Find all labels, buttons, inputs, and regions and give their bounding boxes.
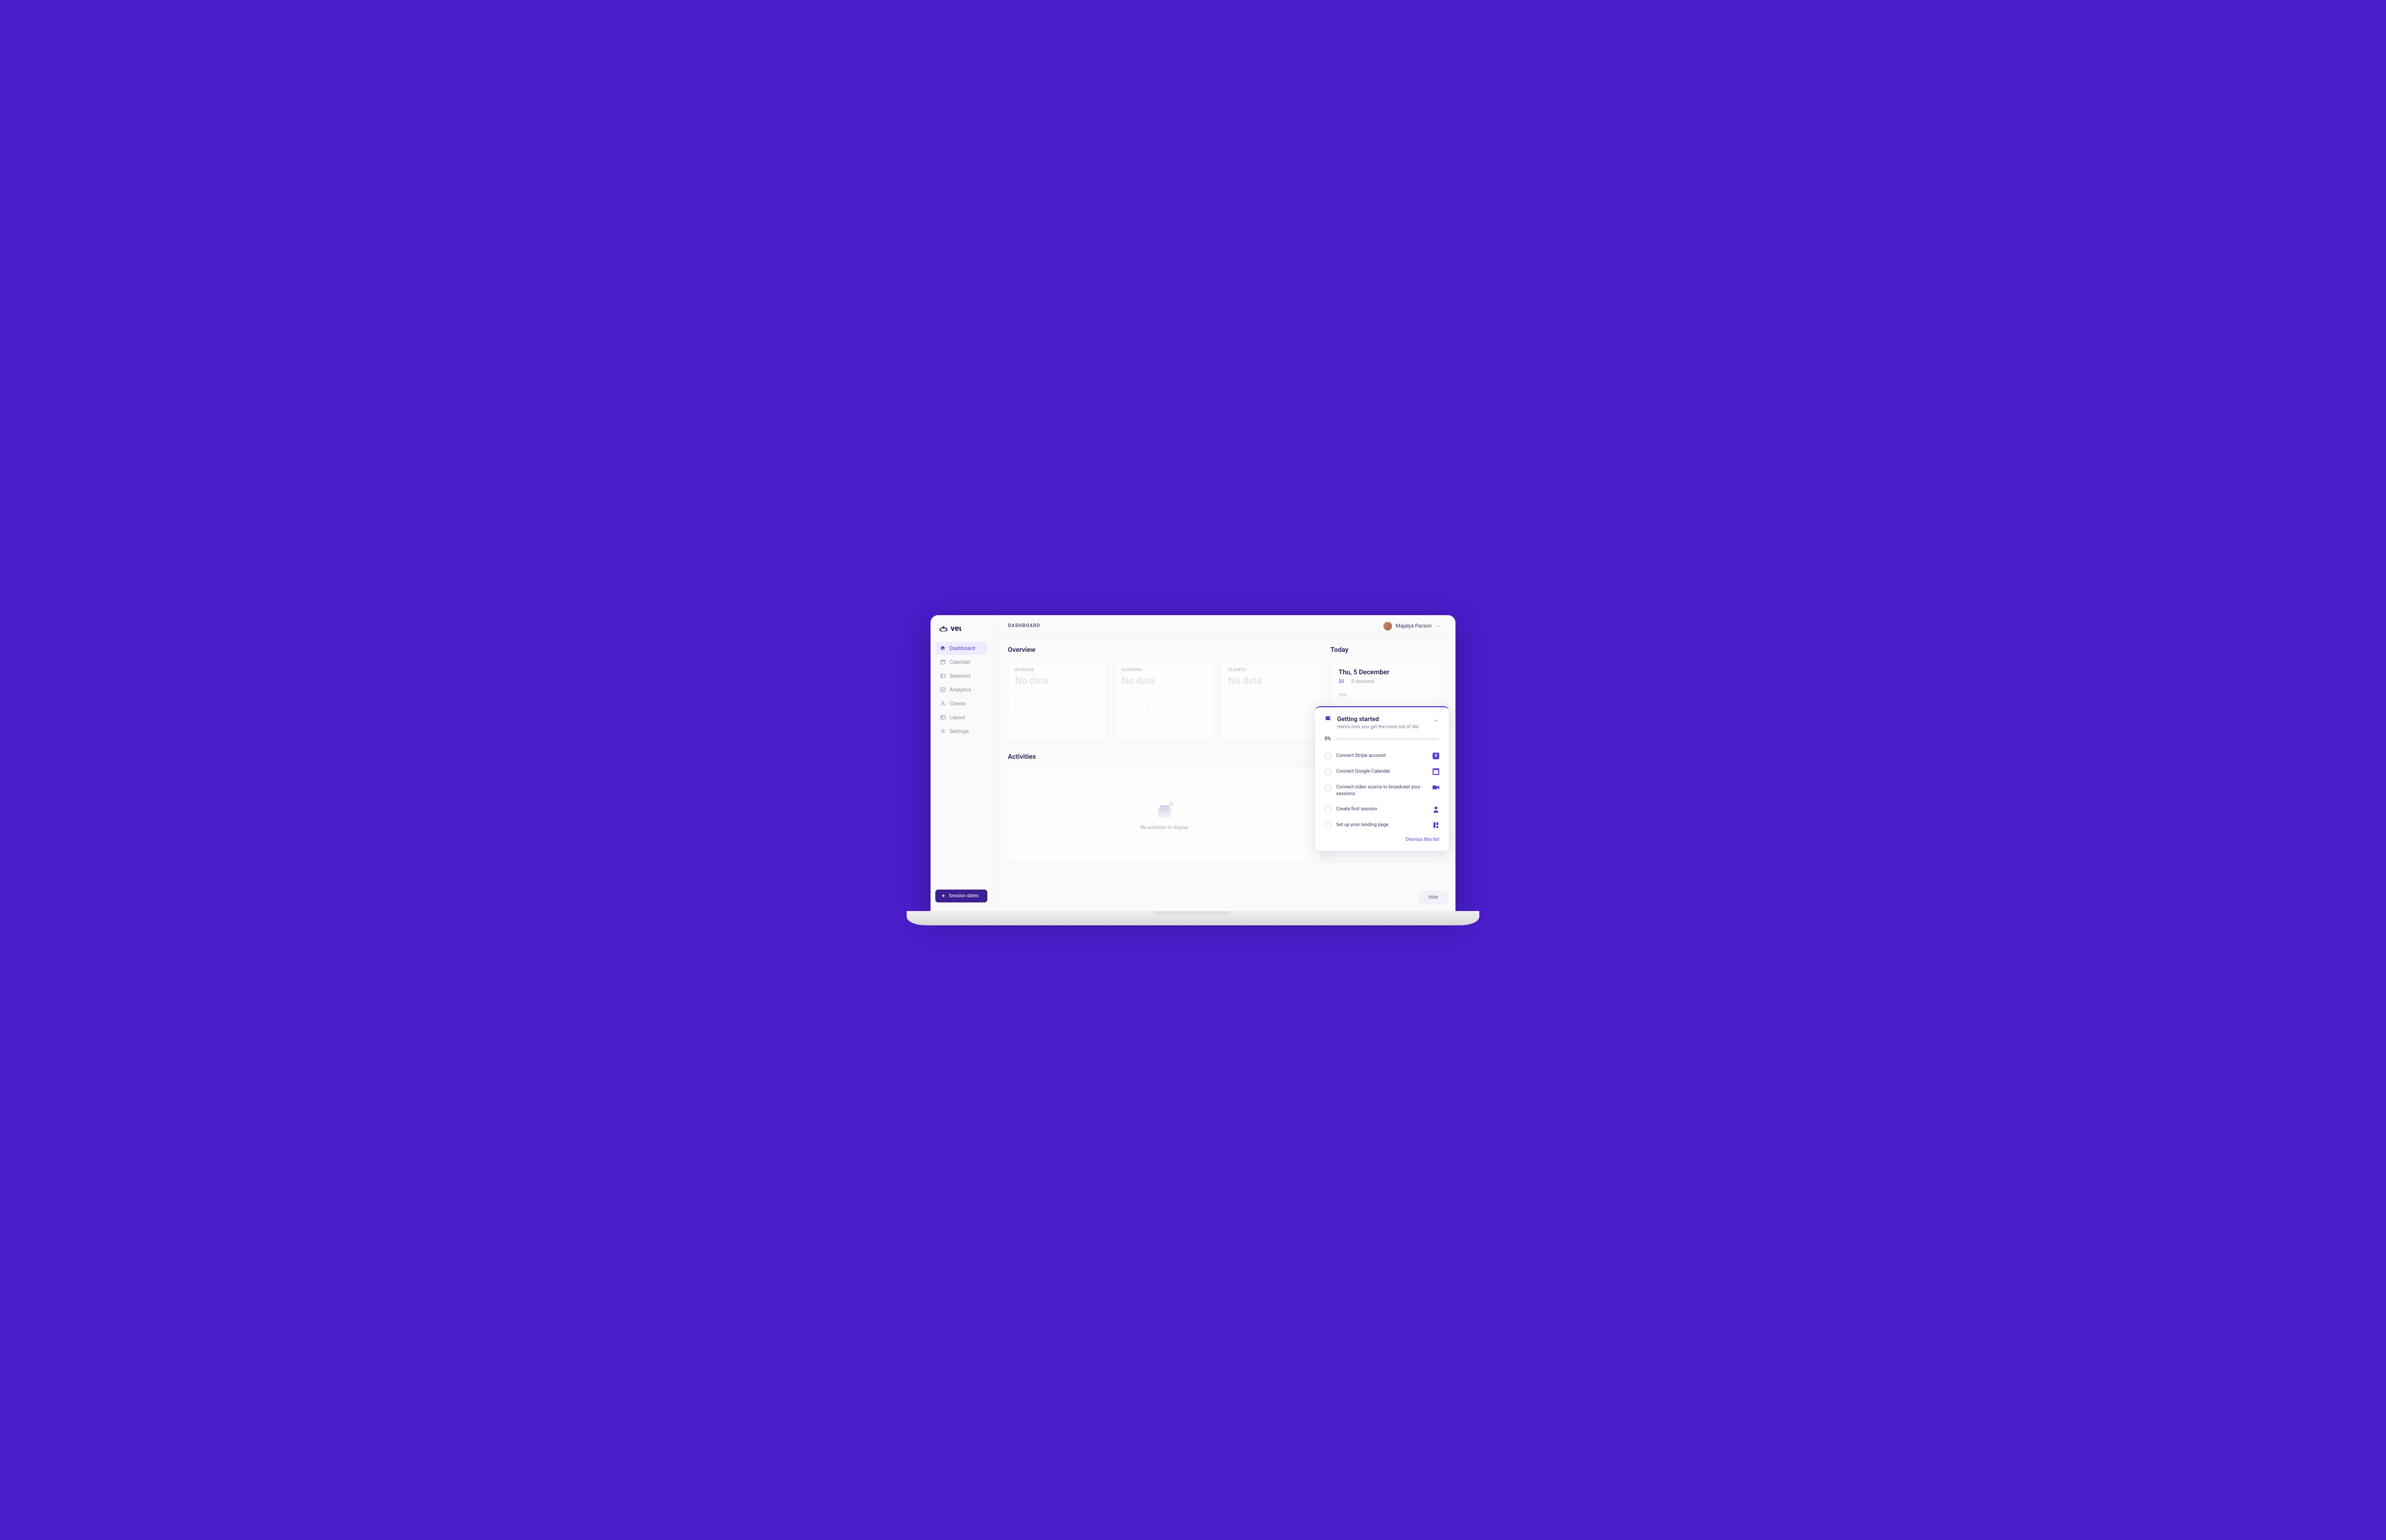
plus-icon [941, 893, 946, 898]
task-checkbox[interactable] [1325, 822, 1331, 829]
layout-icon [940, 714, 946, 720]
overview-title: Overview [1008, 646, 1321, 654]
task-landing-page[interactable]: Set up your landing page [1325, 817, 1439, 833]
analytics-icon [940, 687, 946, 692]
getting-started-header: Getting started Here's how you get the m… [1325, 716, 1439, 730]
sidebar-item-label: Layout [950, 714, 965, 721]
hide-button[interactable]: Hide [1418, 890, 1449, 904]
card-label: CLIENTS [1228, 668, 1314, 672]
sidebar-item-dashboard[interactable]: Dashboard [935, 642, 987, 655]
stripe-icon: S [1433, 753, 1439, 759]
progress-row: 0% [1325, 736, 1439, 742]
main: DASHBOARD Majalya Parson Overview REVENU… [993, 615, 1455, 911]
left-column: Overview REVENUE No data SESSIONS No dat… [1008, 646, 1321, 902]
clients-card: CLIENTS No data [1221, 660, 1321, 742]
today-separator: · [1347, 679, 1349, 684]
task-label: Connect Stripe account [1336, 753, 1428, 759]
empty-state-icon [1153, 799, 1176, 820]
overview-cards: REVENUE No data SESSIONS No data CLIENTS… [1008, 660, 1321, 742]
sidebar-item-label: Analytics [950, 687, 971, 693]
sidebar-item-calendar[interactable]: Calendar [935, 656, 987, 669]
card-chart-placeholder [1015, 692, 1042, 719]
sidebar-item-label: Clients [950, 701, 966, 707]
sessions-icon [940, 673, 946, 679]
activities-title: Activities [1008, 753, 1321, 761]
sidebar-item-label: Settings [950, 728, 969, 734]
card-label: REVENUE [1015, 668, 1100, 672]
task-label: Connect Google Calendar [1336, 768, 1428, 775]
collapse-icon[interactable] [1434, 718, 1439, 723]
card-value: No data [1228, 675, 1314, 686]
empty-state-text: No activities to display [1141, 825, 1188, 830]
task-connect-calendar[interactable]: Connect Google Calendar [1325, 764, 1439, 780]
sidebar: veι Dashboard Calendar Sessions Analyti [931, 615, 993, 911]
activities-panel: No activities to display [1008, 767, 1321, 863]
page-icon [1433, 822, 1439, 828]
today-sessions: 0 sessions [1351, 679, 1374, 684]
task-checkbox[interactable] [1325, 807, 1331, 813]
brand-name: veι [951, 624, 962, 633]
flag-icon [1325, 716, 1332, 724]
progress-label: 0% [1325, 736, 1331, 742]
task-label: Connect video source to broadcast your s… [1336, 784, 1428, 797]
calendar-badge-icon [1433, 768, 1439, 775]
sessions-card: SESSIONS No data [1114, 660, 1214, 742]
sidebar-item-label: Sessions [950, 673, 971, 679]
page-title: DASHBOARD [1008, 623, 1040, 629]
card-label: SESSIONS [1121, 668, 1207, 672]
home-icon [940, 645, 946, 651]
task-create-session[interactable]: Create first session [1325, 802, 1439, 817]
task-checkbox[interactable] [1325, 769, 1331, 775]
person-icon [1433, 806, 1439, 813]
avatar [1383, 622, 1392, 630]
sidebar-item-sessions[interactable]: Sessions [935, 670, 987, 682]
today-date: Thu, 5 December [1339, 669, 1432, 676]
today-cash: $0 [1339, 679, 1344, 684]
nav-list: Dashboard Calendar Sessions Analytics Cl… [935, 642, 987, 890]
task-label: Create first session [1336, 806, 1428, 813]
settings-icon [940, 728, 946, 734]
card-value: No data [1015, 675, 1100, 686]
getting-started-panel: Getting started Here's how you get the m… [1315, 706, 1449, 851]
progress-bar [1336, 738, 1439, 740]
laptop-notch [1155, 911, 1231, 915]
card-value: No data [1121, 675, 1207, 686]
today-meta: $0 · 0 sessions [1339, 679, 1432, 684]
task-checkbox[interactable] [1325, 785, 1331, 791]
video-icon [1433, 784, 1439, 791]
sidebar-item-label: Dashboard [950, 645, 975, 651]
today-title: Today [1330, 646, 1440, 654]
sidebar-item-clients[interactable]: Clients [935, 697, 987, 710]
task-connect-stripe[interactable]: Connect Stripe account S [1325, 748, 1439, 764]
right-column: Today Thu, 5 December $0 · 0 sessions 9:… [1330, 646, 1440, 902]
brand-icon [939, 626, 948, 631]
card-chart-placeholder [1121, 692, 1148, 719]
user-menu[interactable]: Majalya Parson [1383, 622, 1440, 630]
clients-icon [940, 701, 946, 706]
revenue-card: REVENUE No data [1008, 660, 1108, 742]
header: DASHBOARD Majalya Parson [993, 615, 1455, 638]
dismiss-link[interactable]: Dismiss this list [1325, 837, 1439, 842]
calendar-icon [940, 659, 946, 665]
session-button-label: Session dates [949, 893, 979, 899]
sidebar-item-analytics[interactable]: Analytics [935, 683, 987, 696]
task-label: Set up your landing page [1336, 822, 1428, 828]
today-hour: 9:00 [1339, 693, 1432, 698]
getting-started-title: Getting started [1337, 716, 1419, 723]
card-chart-placeholder [1228, 692, 1255, 719]
user-name: Majalya Parson [1396, 623, 1432, 629]
sidebar-item-layout[interactable]: Layout [935, 711, 987, 724]
laptop-base [907, 911, 1479, 925]
session-dates-button[interactable]: Session dates [935, 890, 987, 902]
chevron-down-icon [1435, 624, 1440, 629]
sidebar-item-label: Calendar [950, 659, 971, 665]
task-connect-video[interactable]: Connect video source to broadcast your s… [1325, 780, 1439, 802]
sidebar-item-settings[interactable]: Settings [935, 725, 987, 738]
brand-logo: veι [935, 624, 987, 642]
content: Overview REVENUE No data SESSIONS No dat… [993, 638, 1455, 911]
getting-started-subtitle: Here's how you get the most out of Vei [1337, 724, 1419, 730]
task-checkbox[interactable] [1325, 753, 1331, 760]
